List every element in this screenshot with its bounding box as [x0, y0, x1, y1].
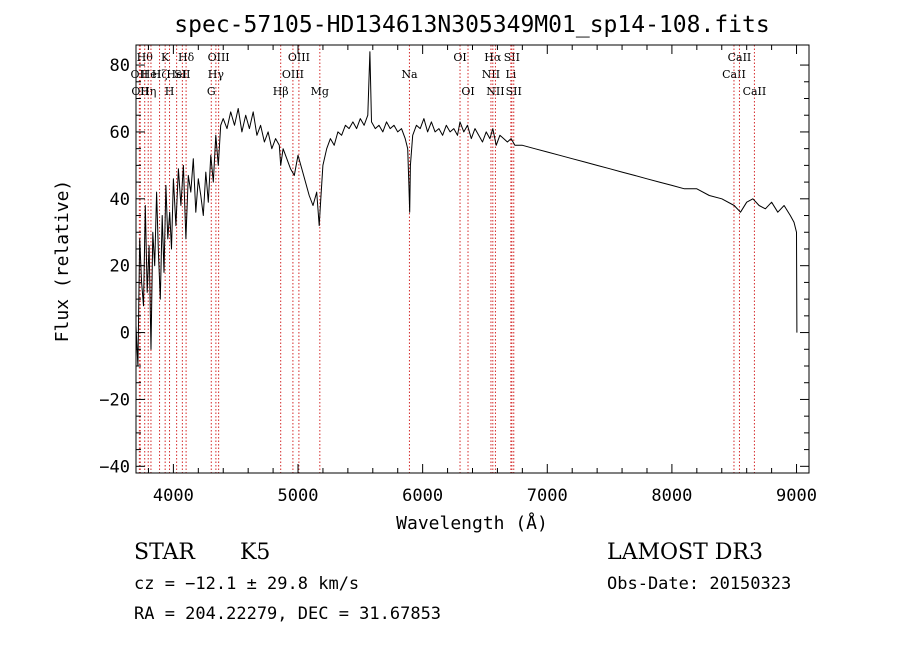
plot-frame — [135, 44, 810, 474]
line-marker-label: SII — [504, 51, 520, 64]
y-tick-label: 20 — [110, 257, 130, 277]
coordinates: RA = 204.22279, DEC = 31.67853 — [134, 604, 442, 624]
x-tick-label: 8000 — [651, 486, 692, 506]
object-class: STAR — [134, 540, 195, 565]
y-tick-label: 40 — [110, 190, 130, 210]
axis-ticks: 4000 5000 6000 7000 8000 9000 −40 −20 0 20 40 60 80 — [99, 45, 817, 506]
line-marker-label: Hη — [140, 85, 156, 98]
spectrum-series — [135, 51, 798, 367]
y-tick-label: 60 — [110, 123, 130, 143]
line-marker-label: HeI — [166, 68, 186, 81]
x-tick-label: 7000 — [527, 486, 568, 506]
line-marker-label: Na — [401, 68, 418, 81]
line-marker-label: SII — [174, 68, 190, 81]
line-marker-label: H — [165, 85, 175, 98]
line-marker-label: Hα — [484, 51, 502, 64]
survey-name: LAMOST DR3 — [607, 540, 763, 565]
line-marker-label: OIII — [282, 68, 304, 81]
line-marker-label: OI — [453, 51, 466, 64]
line-marker-label: Hβ — [273, 85, 289, 98]
line-marker-label: G — [207, 85, 216, 98]
x-tick-label: 4000 — [153, 486, 194, 506]
line-marker-label: NII — [486, 85, 504, 98]
line-marker-label: Hδ — [178, 51, 195, 64]
line-marker-label: Hζ — [152, 68, 168, 81]
subclass: K5 — [240, 540, 271, 565]
line-marker-label: Mg — [311, 85, 329, 98]
chart-title: spec-57105-HD134613N305349M01_sp14-108.f… — [174, 12, 769, 38]
line-marker-label: OII — [131, 68, 149, 81]
line-marker-label: Hθ — [137, 51, 154, 64]
y-tick-label: 80 — [110, 56, 130, 76]
line-marker-label: HeI — [141, 68, 161, 81]
spectral-line-markers: OIIOIIHθHηHeIHζKHHeISIIHδGHγOIIIHβOIIIOI… — [131, 45, 767, 473]
line-marker-label: OIII — [208, 51, 230, 64]
line-marker-label: SII — [506, 85, 522, 98]
line-marker-label: OI — [461, 85, 474, 98]
y-axis-label: Flux (relative) — [52, 180, 73, 343]
y-tick-label: 0 — [120, 324, 130, 344]
y-tick-label: −20 — [99, 390, 130, 410]
line-marker-label: OIII — [288, 51, 310, 64]
line-marker-label: Li — [505, 68, 516, 81]
line-marker-label: Hγ — [208, 68, 225, 81]
line-marker-label: K — [161, 51, 170, 64]
line-marker-label: CaII — [722, 68, 746, 81]
line-marker-label: CaII — [728, 51, 752, 64]
redshift-readout: cz = −12.1 ± 29.8 km/s — [134, 574, 360, 594]
x-tick-label: 6000 — [402, 486, 443, 506]
spectrum-line — [135, 51, 798, 367]
x-tick-label: 9000 — [776, 486, 817, 506]
x-tick-label: 5000 — [278, 486, 319, 506]
obs-date: Obs-Date: 20150323 — [607, 574, 792, 594]
line-marker-label: NII — [482, 68, 500, 81]
y-tick-label: −40 — [99, 457, 130, 477]
line-marker-label: CaII — [743, 85, 767, 98]
x-axis-label: Wavelength (Å) — [396, 512, 548, 534]
